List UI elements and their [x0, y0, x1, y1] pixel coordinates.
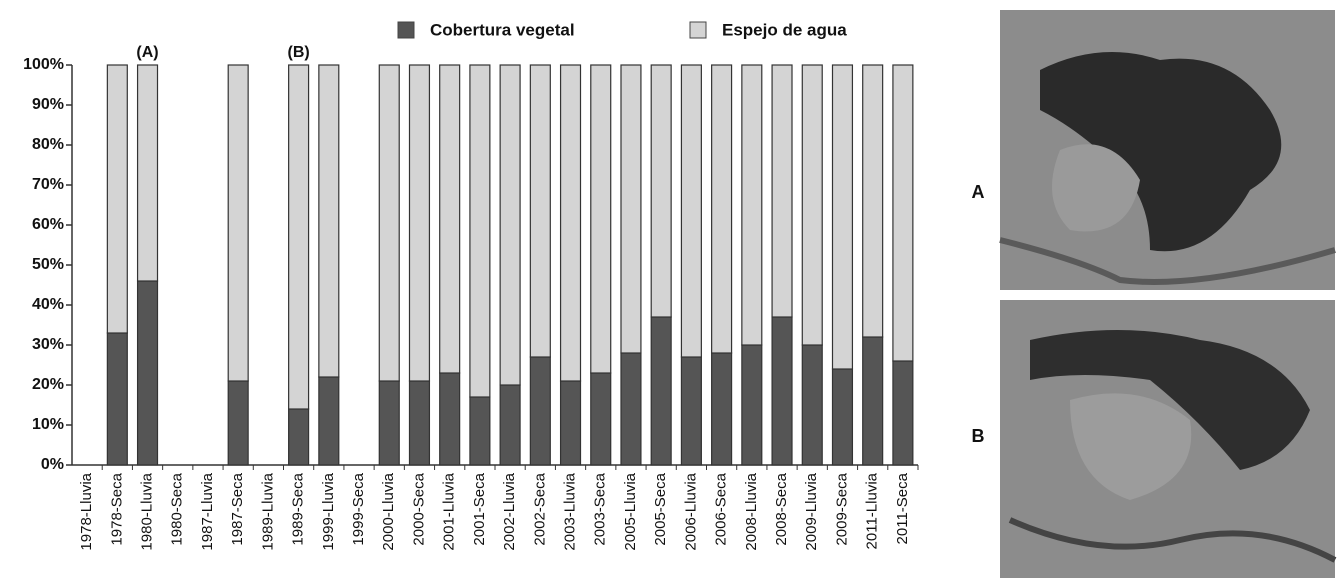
- y-tick-label: 20%: [32, 376, 64, 393]
- bar-segment: [831, 64, 854, 370]
- bar-segment: [650, 316, 672, 466]
- bar-segment: [862, 336, 884, 466]
- bar-segment: [559, 380, 582, 466]
- bar-segment: [620, 352, 642, 466]
- y-tick-label: 50%: [32, 256, 64, 273]
- bar-segment: [378, 380, 400, 466]
- bar-segment: [559, 64, 582, 382]
- y-tick-label: 30%: [32, 336, 64, 353]
- bar-segment: [711, 64, 733, 354]
- x-tick-label: 2000-Lluvia: [380, 472, 397, 550]
- bar-segment: [408, 64, 431, 382]
- bar-segment: [227, 380, 249, 466]
- x-tick-label: 2000-Seca: [410, 472, 427, 545]
- bar-segment: [469, 396, 491, 466]
- bar-segment: [288, 64, 310, 410]
- y-tick-label: 100%: [23, 56, 64, 73]
- x-tick-label: 1980-Seca: [169, 472, 186, 545]
- bar-segment: [801, 64, 823, 346]
- bar-segment: [771, 64, 793, 318]
- x-tick-label: 1980-Lluvia: [139, 472, 156, 550]
- x-tick-label: 2011-Seca: [894, 472, 911, 544]
- legend-swatch: [397, 21, 415, 39]
- bar-segment: [650, 64, 672, 318]
- y-tick-label: 40%: [32, 296, 64, 313]
- legend-swatch: [689, 21, 707, 39]
- bar-segment: [680, 356, 702, 466]
- legend-label: Cobertura vegetal: [430, 20, 575, 39]
- x-tick-label: 2002-Seca: [531, 472, 548, 545]
- bar-segment: [408, 380, 431, 466]
- photo-label: B: [972, 426, 985, 446]
- x-tick-label: 1987-Seca: [229, 472, 246, 545]
- bar-segment: [106, 64, 128, 334]
- annotation: (B): [287, 44, 309, 61]
- x-tick-label: 2001-Seca: [471, 472, 488, 545]
- bar-segment: [590, 64, 612, 374]
- bar-segment: [439, 372, 461, 466]
- annotation: (A): [136, 44, 158, 61]
- x-tick-label: 2005-Seca: [652, 472, 669, 545]
- x-tick-label: 1989-Lluvia: [259, 472, 276, 550]
- bar-segment: [227, 64, 249, 382]
- bar-segment: [529, 356, 551, 466]
- bar-segment: [711, 352, 733, 466]
- x-tick-label: 1978-Seca: [108, 472, 125, 545]
- x-tick-label: 1989-Seca: [290, 472, 307, 545]
- y-tick-label: 80%: [32, 136, 64, 153]
- photo-label: A: [972, 182, 985, 202]
- bar-segment: [318, 64, 340, 378]
- bar-segment: [801, 344, 823, 466]
- bar-segment: [831, 368, 854, 466]
- x-tick-label: 2011-Lluvia: [864, 472, 881, 549]
- x-tick-label: 1999-Seca: [350, 472, 367, 545]
- y-tick-label: 10%: [32, 416, 64, 433]
- y-tick-label: 60%: [32, 216, 64, 233]
- bar-segment: [106, 332, 128, 466]
- x-tick-label: 2001-Lluvia: [441, 472, 458, 550]
- bar-segment: [136, 280, 159, 466]
- photo-a: [999, 10, 1336, 290]
- x-tick-label: 2008-Seca: [773, 472, 790, 545]
- y-tick-label: 0%: [41, 456, 64, 473]
- x-tick-label: 1978-Lluvia: [78, 472, 95, 550]
- bar-segment: [439, 64, 461, 374]
- x-tick-label: 2006-Seca: [713, 472, 730, 545]
- bar-segment: [318, 376, 340, 466]
- bar-segment: [741, 64, 763, 346]
- x-tick-label: 1987-Lluvia: [199, 472, 216, 550]
- x-tick-label: 1999-Lluvia: [320, 472, 337, 550]
- x-tick-label: 2003-Lluvia: [562, 472, 579, 550]
- bar-segment: [741, 344, 763, 466]
- bar-segment: [680, 64, 702, 358]
- legend-label: Espejo de agua: [722, 20, 847, 39]
- bar-segment: [771, 316, 793, 466]
- bar-segment: [529, 64, 551, 358]
- x-tick-label: 2008-Lluvia: [743, 472, 760, 550]
- bar-segment: [892, 360, 914, 466]
- x-tick-label: 2002-Lluvia: [501, 472, 518, 550]
- x-tick-label: 2005-Lluvia: [622, 472, 639, 550]
- bar-segment: [499, 64, 521, 386]
- x-tick-label: 2003-Seca: [592, 472, 609, 545]
- bar-segment: [620, 64, 642, 354]
- y-tick-label: 70%: [32, 176, 64, 193]
- bar-segment: [499, 384, 521, 466]
- x-tick-label: 2009-Lluvia: [803, 472, 820, 550]
- x-tick-label: 2006-Lluvia: [682, 472, 699, 550]
- photo-b: [1000, 300, 1337, 578]
- bar-segment: [590, 372, 612, 466]
- x-tick-label: 2009-Seca: [833, 472, 850, 545]
- bar-segment: [136, 64, 159, 282]
- bar-segment: [288, 408, 310, 466]
- bar-segment: [862, 64, 884, 338]
- y-tick-label: 90%: [32, 96, 64, 113]
- bar-segment: [378, 64, 400, 382]
- bar-segment: [469, 64, 491, 398]
- bar-segment: [892, 64, 914, 362]
